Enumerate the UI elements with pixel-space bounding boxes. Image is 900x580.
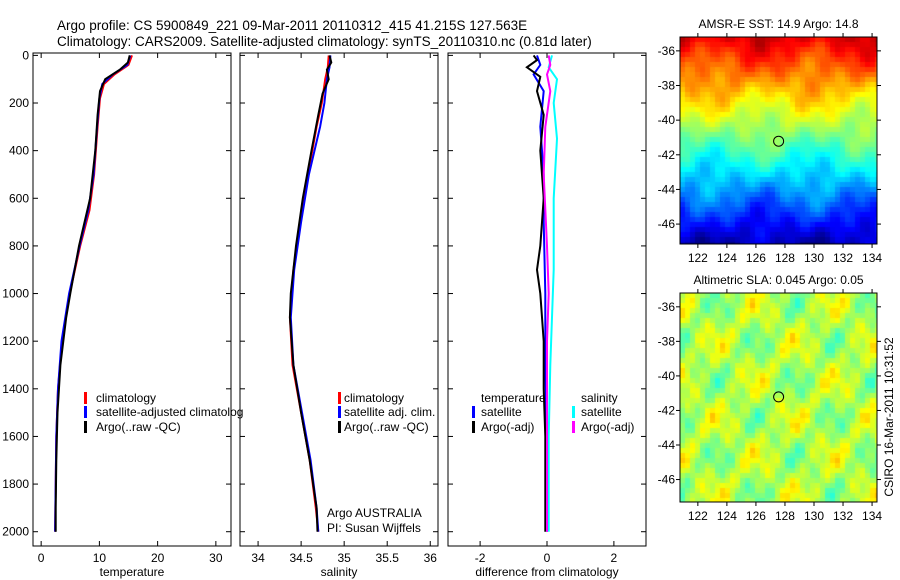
- y-tick-label: -36: [658, 300, 676, 314]
- title-line-2: Climatology: CARS2009. Satellite-adjuste…: [57, 34, 592, 49]
- x-tick-label: 124: [717, 509, 737, 523]
- legend-sal-argo-marker: [572, 421, 575, 433]
- x-axis-label: salinity: [321, 565, 358, 579]
- y-tick-label: 0: [22, 48, 29, 62]
- x-tick-label: 35.5: [376, 551, 400, 565]
- x-tick-label: 130: [804, 251, 824, 265]
- x-tick-label: 35: [337, 551, 351, 565]
- x-tick-label: -2: [475, 551, 486, 565]
- y-tick-label: -38: [658, 79, 676, 93]
- x-axis-label: temperature: [100, 565, 165, 579]
- y-tick-label: -38: [658, 334, 676, 348]
- legend-satellite-adjusted-marker: [84, 406, 87, 418]
- panel-frame: [32, 52, 232, 547]
- map-frame: [679, 36, 878, 245]
- y-tick-label: -44: [658, 182, 676, 196]
- x-tick-label: 134: [862, 251, 882, 265]
- legend-climatology-label: climatology: [344, 391, 404, 405]
- legend-climatology-label: climatology: [96, 391, 156, 405]
- legend-temp-argo-marker: [472, 421, 475, 433]
- x-tick-label: 122: [688, 251, 708, 265]
- legend-temp-satellite-label: satellite: [481, 405, 522, 419]
- x-tick-label: 124: [717, 251, 737, 265]
- y-tick-label: 1000: [2, 287, 29, 301]
- y-tick-label: 2000: [2, 525, 29, 539]
- x-tick-label: 0: [38, 551, 45, 565]
- y-tick-label: -42: [658, 403, 676, 417]
- legend-sal-satellite-marker: [572, 406, 575, 418]
- legend-temp-argo-label: Argo(-adj): [481, 420, 534, 434]
- panel-frame: [239, 52, 439, 547]
- argo-owner-label: Argo AUSTRALIA: [327, 506, 422, 520]
- x-tick-label: 34: [251, 551, 265, 565]
- series-line-satellite-adjusted-climatology: [54, 55, 132, 532]
- legend-sal-argo-label: Argo(-adj): [581, 420, 634, 434]
- y-tick-label: -40: [658, 113, 676, 127]
- map-title: AMSR-E SST: 14.9 Argo: 14.8: [698, 17, 858, 31]
- y-tick-label: 800: [9, 239, 29, 253]
- x-tick-label: 0: [544, 551, 551, 565]
- x-tick-label: 34.5: [289, 551, 313, 565]
- title-line-1: Argo profile: CS 5900849_221 09-Mar-2011…: [57, 18, 527, 33]
- y-tick-label: 1600: [2, 429, 29, 443]
- x-tick-label: 2: [611, 551, 618, 565]
- series-line-temperature-argo-adj-: [525, 54, 547, 532]
- legend-sal-satellite-label: satellite: [581, 405, 622, 419]
- y-tick-label: 600: [9, 191, 29, 205]
- y-tick-label: -44: [658, 438, 676, 452]
- x-tick-label: 20: [151, 551, 165, 565]
- argo-location-marker: [773, 391, 785, 403]
- legend-climatology-marker: [338, 392, 341, 404]
- legend-temperature-header: temperature: [481, 391, 546, 405]
- y-tick-label: -46: [658, 217, 676, 231]
- y-tick-label: -36: [658, 44, 676, 58]
- legend-argo-label: Argo(..raw -QC): [96, 420, 181, 434]
- x-tick-label: 126: [746, 251, 766, 265]
- x-tick-label: 128: [775, 509, 795, 523]
- map-title: Altimetric SLA: 0.045 Argo: 0.05: [693, 273, 863, 287]
- x-axis-label: difference from climatology: [475, 565, 618, 579]
- legend-satellite-adjusted-marker: [338, 406, 341, 418]
- series-line-argo-raw-qc-: [288, 55, 333, 532]
- timestamp-label: CSIRO 16-Mar-2011 10:31:52: [882, 337, 896, 497]
- legend-climatology-marker: [84, 392, 87, 404]
- argo-location-marker: [773, 135, 785, 147]
- series-line-climatology: [54, 55, 133, 532]
- y-tick-label: 200: [9, 96, 29, 110]
- sst-map-image: [680, 37, 877, 244]
- x-tick-label: 122: [688, 509, 708, 523]
- y-tick-label: 400: [9, 144, 29, 158]
- map-frame: [679, 292, 878, 503]
- y-tick-label: 1800: [2, 477, 29, 491]
- y-tick-label: -46: [658, 473, 676, 487]
- legend-argo-label: Argo(..raw -QC): [344, 420, 429, 434]
- x-tick-label: 30: [209, 551, 223, 565]
- x-tick-label: 36: [424, 551, 438, 565]
- x-tick-label: 10: [93, 551, 107, 565]
- x-tick-label: 126: [746, 509, 766, 523]
- series-line-salinity-argo-adj-: [542, 55, 552, 532]
- pi-label: PI: Susan Wijffels: [327, 521, 421, 535]
- legend-temp-satellite-marker: [472, 406, 475, 418]
- x-tick-label: 128: [775, 251, 795, 265]
- x-tick-label: 134: [862, 509, 882, 523]
- legend-satellite-adjusted-label: satellite adj. clim.: [344, 405, 435, 419]
- y-tick-label: 1200: [2, 334, 29, 348]
- legend-salinity-header: salinity: [581, 391, 618, 405]
- x-tick-label: 132: [833, 251, 853, 265]
- y-tick-label: 1400: [2, 382, 29, 396]
- y-tick-label: -40: [658, 369, 676, 383]
- series-line-salinity-satellite: [547, 55, 559, 532]
- legend-argo-marker: [338, 421, 341, 433]
- legend-satellite-adjusted-label: satellite-adjusted climatolog: [96, 405, 243, 419]
- series-line-argo-raw-qc-: [54, 55, 131, 532]
- y-tick-label: -42: [658, 148, 676, 162]
- sla-map-image: [680, 293, 877, 502]
- legend-argo-marker: [84, 421, 87, 433]
- x-tick-label: 130: [804, 509, 824, 523]
- x-tick-label: 132: [833, 509, 853, 523]
